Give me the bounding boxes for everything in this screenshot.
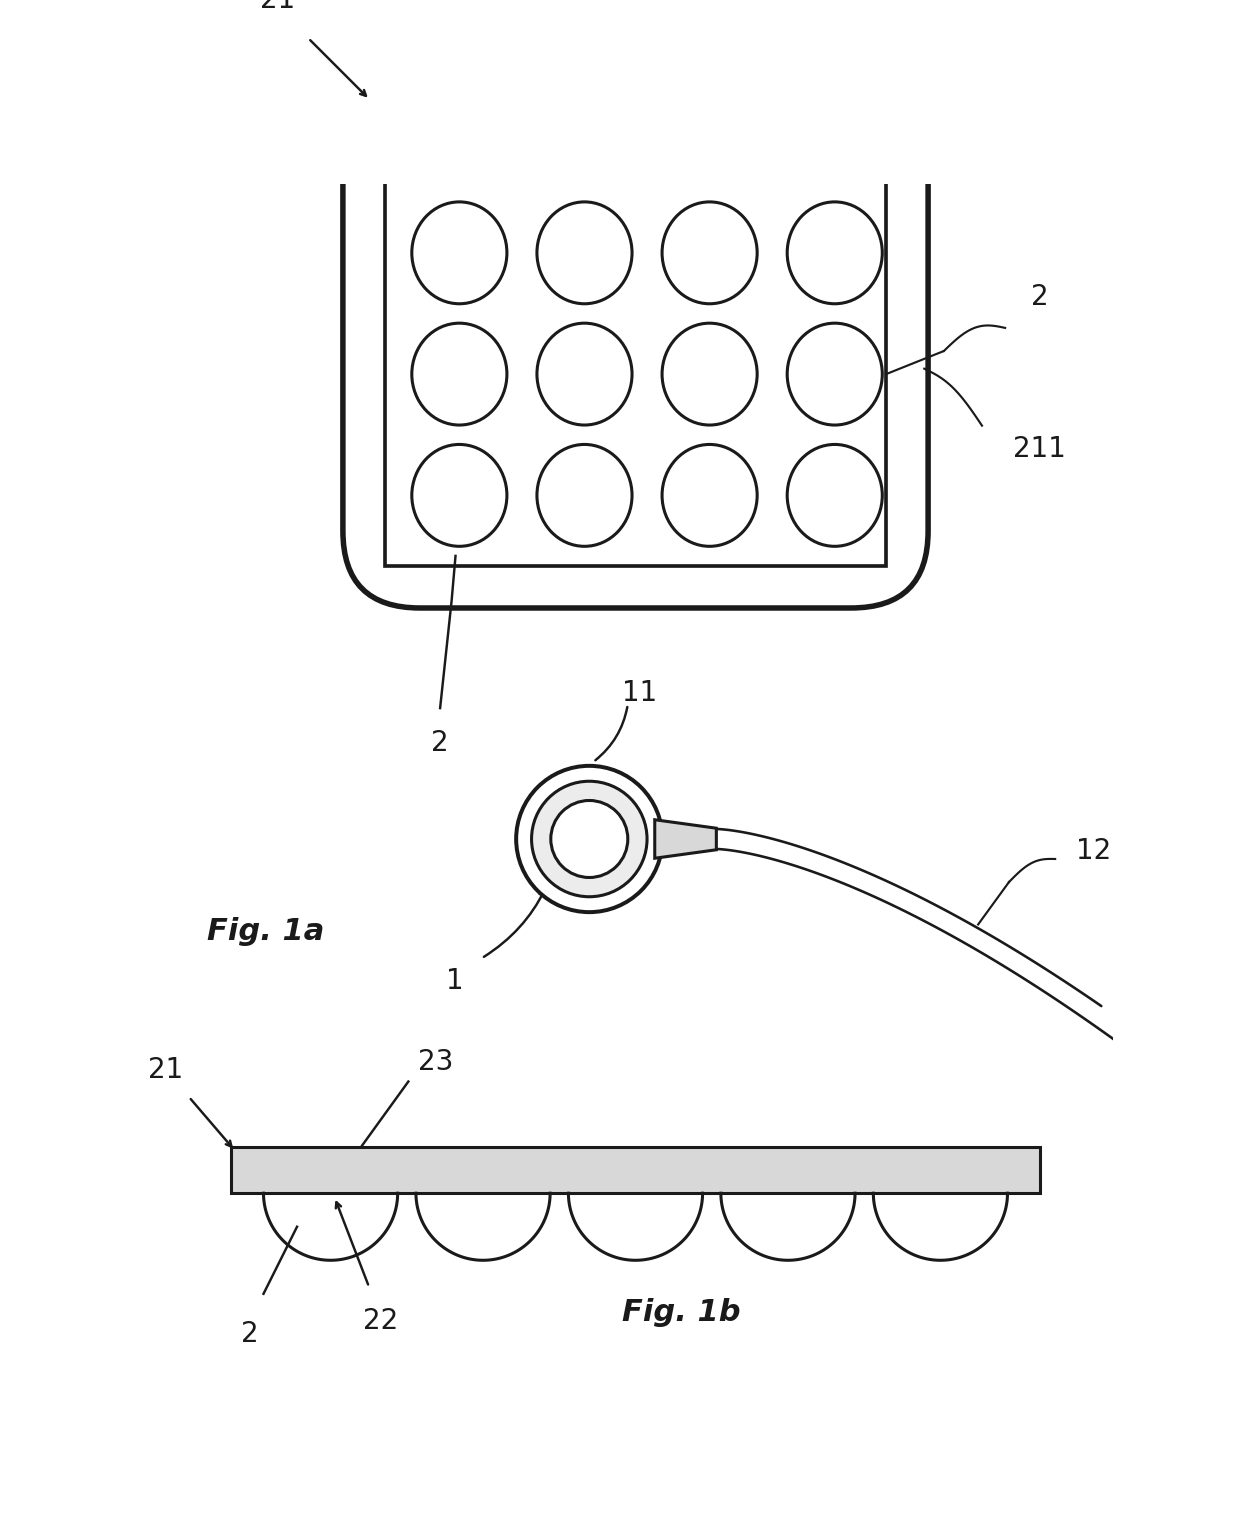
Polygon shape xyxy=(655,819,717,859)
Text: 2: 2 xyxy=(1030,283,1049,311)
FancyBboxPatch shape xyxy=(343,38,928,608)
Ellipse shape xyxy=(537,202,632,303)
Text: Fig. 1a: Fig. 1a xyxy=(207,917,325,946)
Ellipse shape xyxy=(787,323,883,426)
Ellipse shape xyxy=(662,444,758,547)
Text: 12: 12 xyxy=(1076,837,1111,865)
Text: 21: 21 xyxy=(148,1056,184,1084)
Text: Fig. 1b: Fig. 1b xyxy=(622,1298,742,1327)
Text: 11: 11 xyxy=(621,678,657,707)
Ellipse shape xyxy=(412,81,507,182)
Ellipse shape xyxy=(787,81,883,182)
Ellipse shape xyxy=(412,323,507,426)
Text: 2: 2 xyxy=(432,729,449,756)
Ellipse shape xyxy=(662,81,758,182)
Ellipse shape xyxy=(787,444,883,547)
Ellipse shape xyxy=(787,202,883,303)
Text: 1: 1 xyxy=(445,968,464,995)
Bar xyxy=(231,1147,1040,1193)
Text: 2: 2 xyxy=(242,1320,259,1349)
Text: 22: 22 xyxy=(363,1306,398,1335)
Ellipse shape xyxy=(537,444,632,547)
Text: 23: 23 xyxy=(418,1049,453,1076)
Circle shape xyxy=(532,781,647,897)
Ellipse shape xyxy=(662,202,758,303)
Ellipse shape xyxy=(662,323,758,426)
Text: 21: 21 xyxy=(260,0,295,14)
Ellipse shape xyxy=(537,81,632,182)
Circle shape xyxy=(516,766,662,912)
Ellipse shape xyxy=(537,323,632,426)
Text: 211: 211 xyxy=(1013,435,1066,462)
Ellipse shape xyxy=(412,444,507,547)
Circle shape xyxy=(551,801,627,877)
Ellipse shape xyxy=(412,202,507,303)
Bar xyxy=(386,81,885,565)
